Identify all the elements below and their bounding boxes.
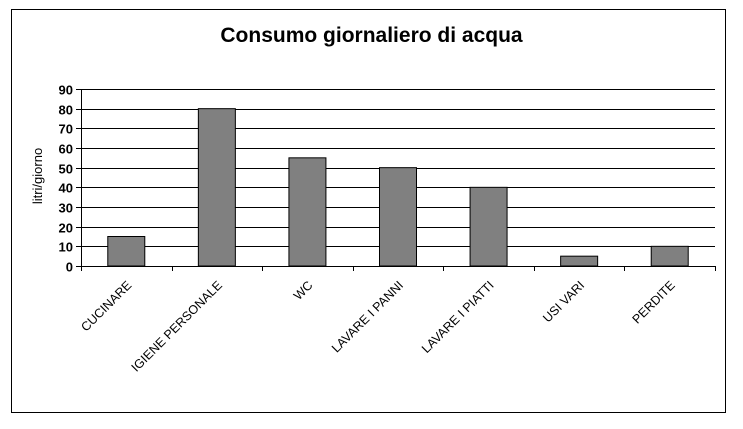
y-tick-label: 0 (66, 260, 73, 275)
x-tick-label: WC (291, 278, 316, 303)
bar-cucinare (107, 236, 146, 267)
bar-usi-vari (560, 255, 599, 267)
x-tick-label: LAVARE I PIATTI (419, 278, 497, 356)
y-tick-label: 90 (59, 83, 73, 98)
y-tick-labels: 0 10 20 30 40 50 60 70 80 90 (59, 83, 73, 275)
chart-title: Consumo giornaliero di acqua (220, 24, 523, 47)
bar-wc (288, 157, 327, 267)
x-tick-label: IGIENE PERSONALE (129, 278, 225, 374)
x-tick-label: PERDITE (630, 278, 678, 326)
y-tick-label: 10 (59, 240, 73, 255)
bar-igiene-personale (197, 108, 236, 267)
bar-lavare-i-piatti (469, 186, 508, 267)
y-tick-label: 80 (59, 103, 73, 118)
bars (107, 108, 689, 267)
y-axis-title: litri/giorno (30, 148, 45, 204)
x-tick-label: CUCINARE (78, 278, 134, 334)
chart-frame (11, 9, 726, 413)
x-tick-label: LAVARE I PANNI (329, 278, 406, 355)
y-tick-label: 30 (59, 201, 73, 216)
x-tick-label: USI VARI (540, 278, 587, 325)
bar-perdite (650, 245, 689, 267)
y-tick-label: 40 (59, 181, 73, 196)
y-tick-label: 60 (59, 142, 73, 157)
y-tick-label: 20 (59, 221, 73, 236)
y-tick-label: 70 (59, 122, 73, 137)
y-tick-label: 50 (59, 162, 73, 177)
axes (76, 89, 716, 271)
bar-lavare-i-panni (379, 167, 417, 267)
